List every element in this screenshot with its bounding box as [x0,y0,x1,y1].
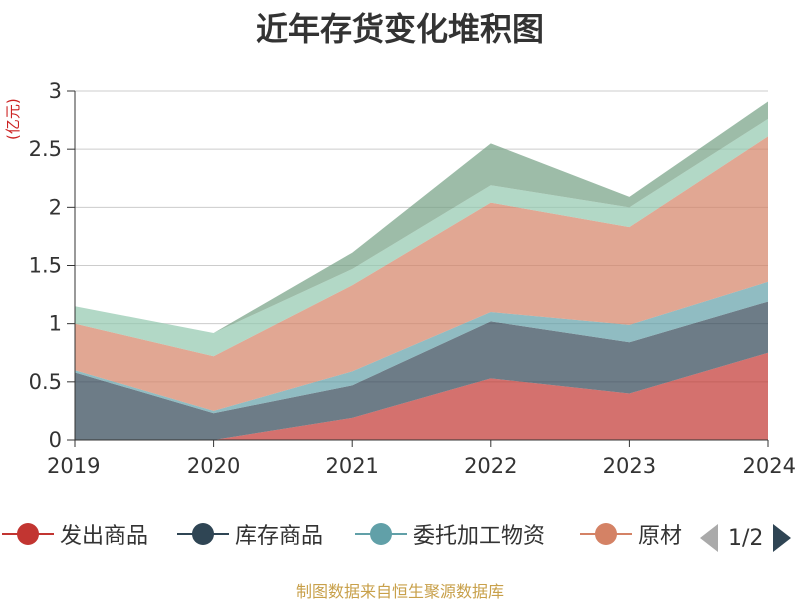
x-tick-label: 2022 [464,454,517,478]
y-tick-label: 1 [49,312,62,336]
stacked-area-plot: 0 0.5 1 1.5 2 2.5 3 2019 2020 2021 2022 2023 2024 [29,79,796,478]
area-series-4 [75,118,768,357]
pager-prev-icon[interactable] [700,524,718,552]
legend-marker-icon [2,518,54,550]
legend-label: 发出商品 [60,524,149,549]
legend-marker-icon [177,518,229,550]
data-source: 制图数据来自恒生聚源数据库 [295,582,504,601]
area-series-3 [75,136,768,411]
x-tick-label: 2021 [325,454,378,478]
y-tick-label: 1.5 [29,254,62,278]
legend-item[interactable]: 原材 [580,518,682,550]
legend-pager: 1/2 [700,522,792,554]
legend-marker-icon [355,518,407,550]
y-tick-label: 3 [49,79,62,103]
x-tick-label: 2019 [47,454,100,478]
x-tick-label: 2024 [743,454,796,478]
legend-item[interactable]: 委托加工物资 [355,518,545,550]
area-series-1 [75,301,768,440]
chart-title: 近年存货变化堆积图 [255,10,544,48]
pager-next-icon[interactable] [773,524,792,552]
legend-label: 委托加工物资 [413,524,546,549]
area-series [75,101,768,440]
legend-item[interactable]: 库存商品 [177,518,323,550]
legend-marker-icon [580,518,632,550]
y-tick-label: 0.5 [29,370,62,394]
legend-label: 库存商品 [235,524,324,549]
area-series-2 [75,281,768,414]
y-tick-label: 0 [49,428,62,452]
legend-label: 原材 [638,524,683,549]
axes: 0 0.5 1 1.5 2 2.5 3 2019 2020 2021 2022 2023 2024 [29,79,796,478]
pager-text: 1/2 [728,525,764,551]
x-tick-label: 2020 [187,454,240,478]
legend: 发出商品 库存商品 委托加工物资 原材 1/2 [0,512,800,556]
y-tick-label: 2.5 [29,137,62,161]
x-tick-label: 2023 [603,454,656,478]
y-tick-label: 2 [49,195,62,219]
legend-item[interactable]: 发出商品 [2,518,148,550]
area-series-5 [75,101,768,333]
legend-items: 发出商品 库存商品 委托加工物资 原材 [0,512,688,556]
area-series-0 [75,352,768,440]
